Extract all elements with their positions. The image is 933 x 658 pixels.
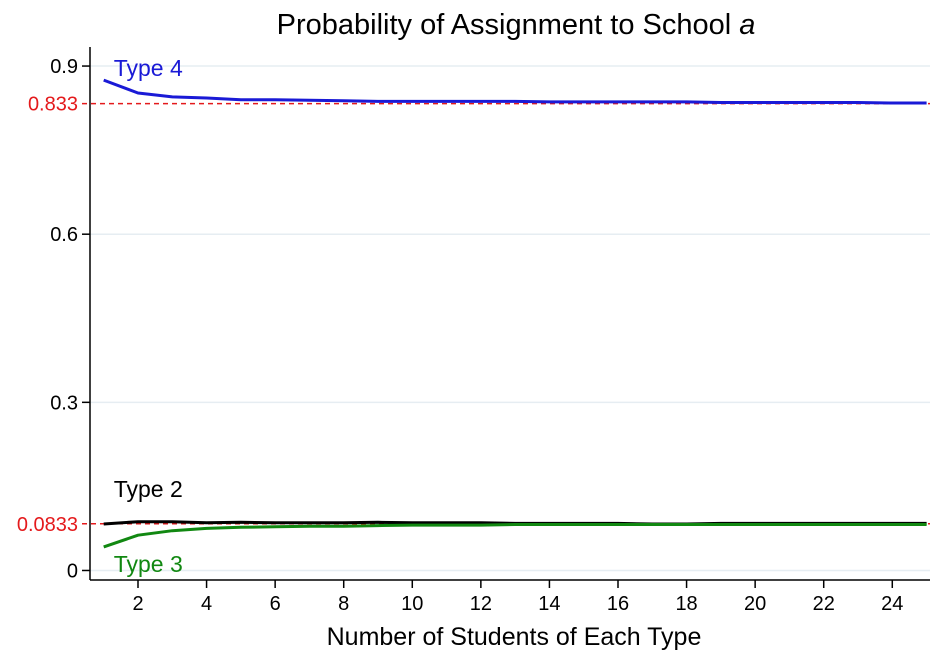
y-tick-label-1: 0.3 [50,392,78,414]
series-labels: Type 4 Type 2 Type 3 [114,55,183,577]
y-tick-label-0: 0 [67,560,78,582]
x-tick-label-11: 24 [881,593,903,615]
reference-label-0: 0.833 [28,94,78,116]
series-line-type-3 [103,523,927,549]
series-label-type-4: Type 4 [114,55,183,81]
series-line-type-4 [103,78,927,105]
series-lines [103,78,927,549]
series-label-type-3: Type 3 [114,551,183,577]
y-tick-label-2: 0.6 [50,224,78,246]
x-tick-label-2: 6 [270,593,281,615]
x-tick-label-6: 14 [538,593,560,615]
x-tick-label-4: 10 [401,593,423,615]
x-axis-label: Number of Students of Each Type [327,623,702,651]
axes: 00.30.60.92 4 6 8 10 12 14 16 18 20 22 24 [50,47,930,615]
x-tick-label-8: 18 [675,593,697,615]
x-tick-label-1: 4 [201,593,212,615]
x-tick-label-10: 22 [813,593,835,615]
series-label-type-2: Type 2 [114,476,183,502]
x-tick-label-5: 12 [470,593,492,615]
reference-label-1: 0.0833 [17,514,78,536]
x-tick-label-7: 16 [607,593,629,615]
x-tick-label-3: 8 [338,593,349,615]
chart-title: Probability of Assignment to School a [277,9,756,41]
x-tick-label-9: 20 [744,593,766,615]
x-tick-label-0: 2 [132,593,143,615]
gridlines [90,65,930,572]
y-tick-label-3: 0.9 [50,56,78,78]
